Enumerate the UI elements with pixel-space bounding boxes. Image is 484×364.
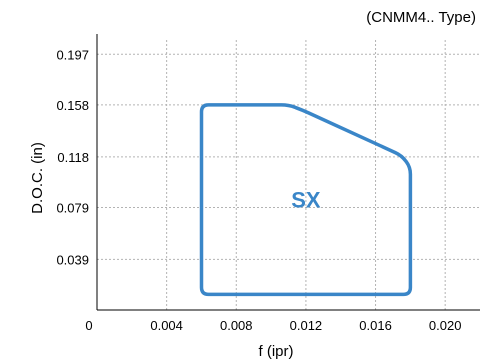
regions: SX [199, 103, 413, 297]
region-label: SX [291, 188, 321, 213]
y-tick-label: 0.118 [57, 150, 89, 165]
x-tick-label: 0.004 [150, 318, 183, 333]
y-axis-label: D.O.C. (in) [29, 142, 46, 214]
y-tick-label: 0.197 [56, 47, 89, 62]
x-tick-label: 0 [85, 318, 92, 333]
x-tick-label: 0.012 [290, 318, 323, 333]
y-tick-label: 0.079 [56, 200, 89, 215]
axes [96, 34, 480, 311]
chart-title: (CNMM4.. Type) [366, 9, 476, 26]
grid [97, 40, 480, 310]
y-tick-label: 0.039 [56, 252, 89, 267]
x-tick-label: 0.016 [359, 318, 392, 333]
x-tick-labels: 0 0.004 0.008 0.012 0.016 0.020 [85, 318, 461, 333]
x-axis-label: f (ipr) [259, 343, 294, 360]
y-tick-labels: 0.039 0.079 0.118 0.158 0.197 [56, 47, 89, 267]
y-tick-label: 0.158 [56, 98, 89, 113]
x-tick-label: 0.020 [429, 318, 462, 333]
region-outline [199, 103, 413, 297]
x-tick-label: 0.008 [220, 318, 253, 333]
